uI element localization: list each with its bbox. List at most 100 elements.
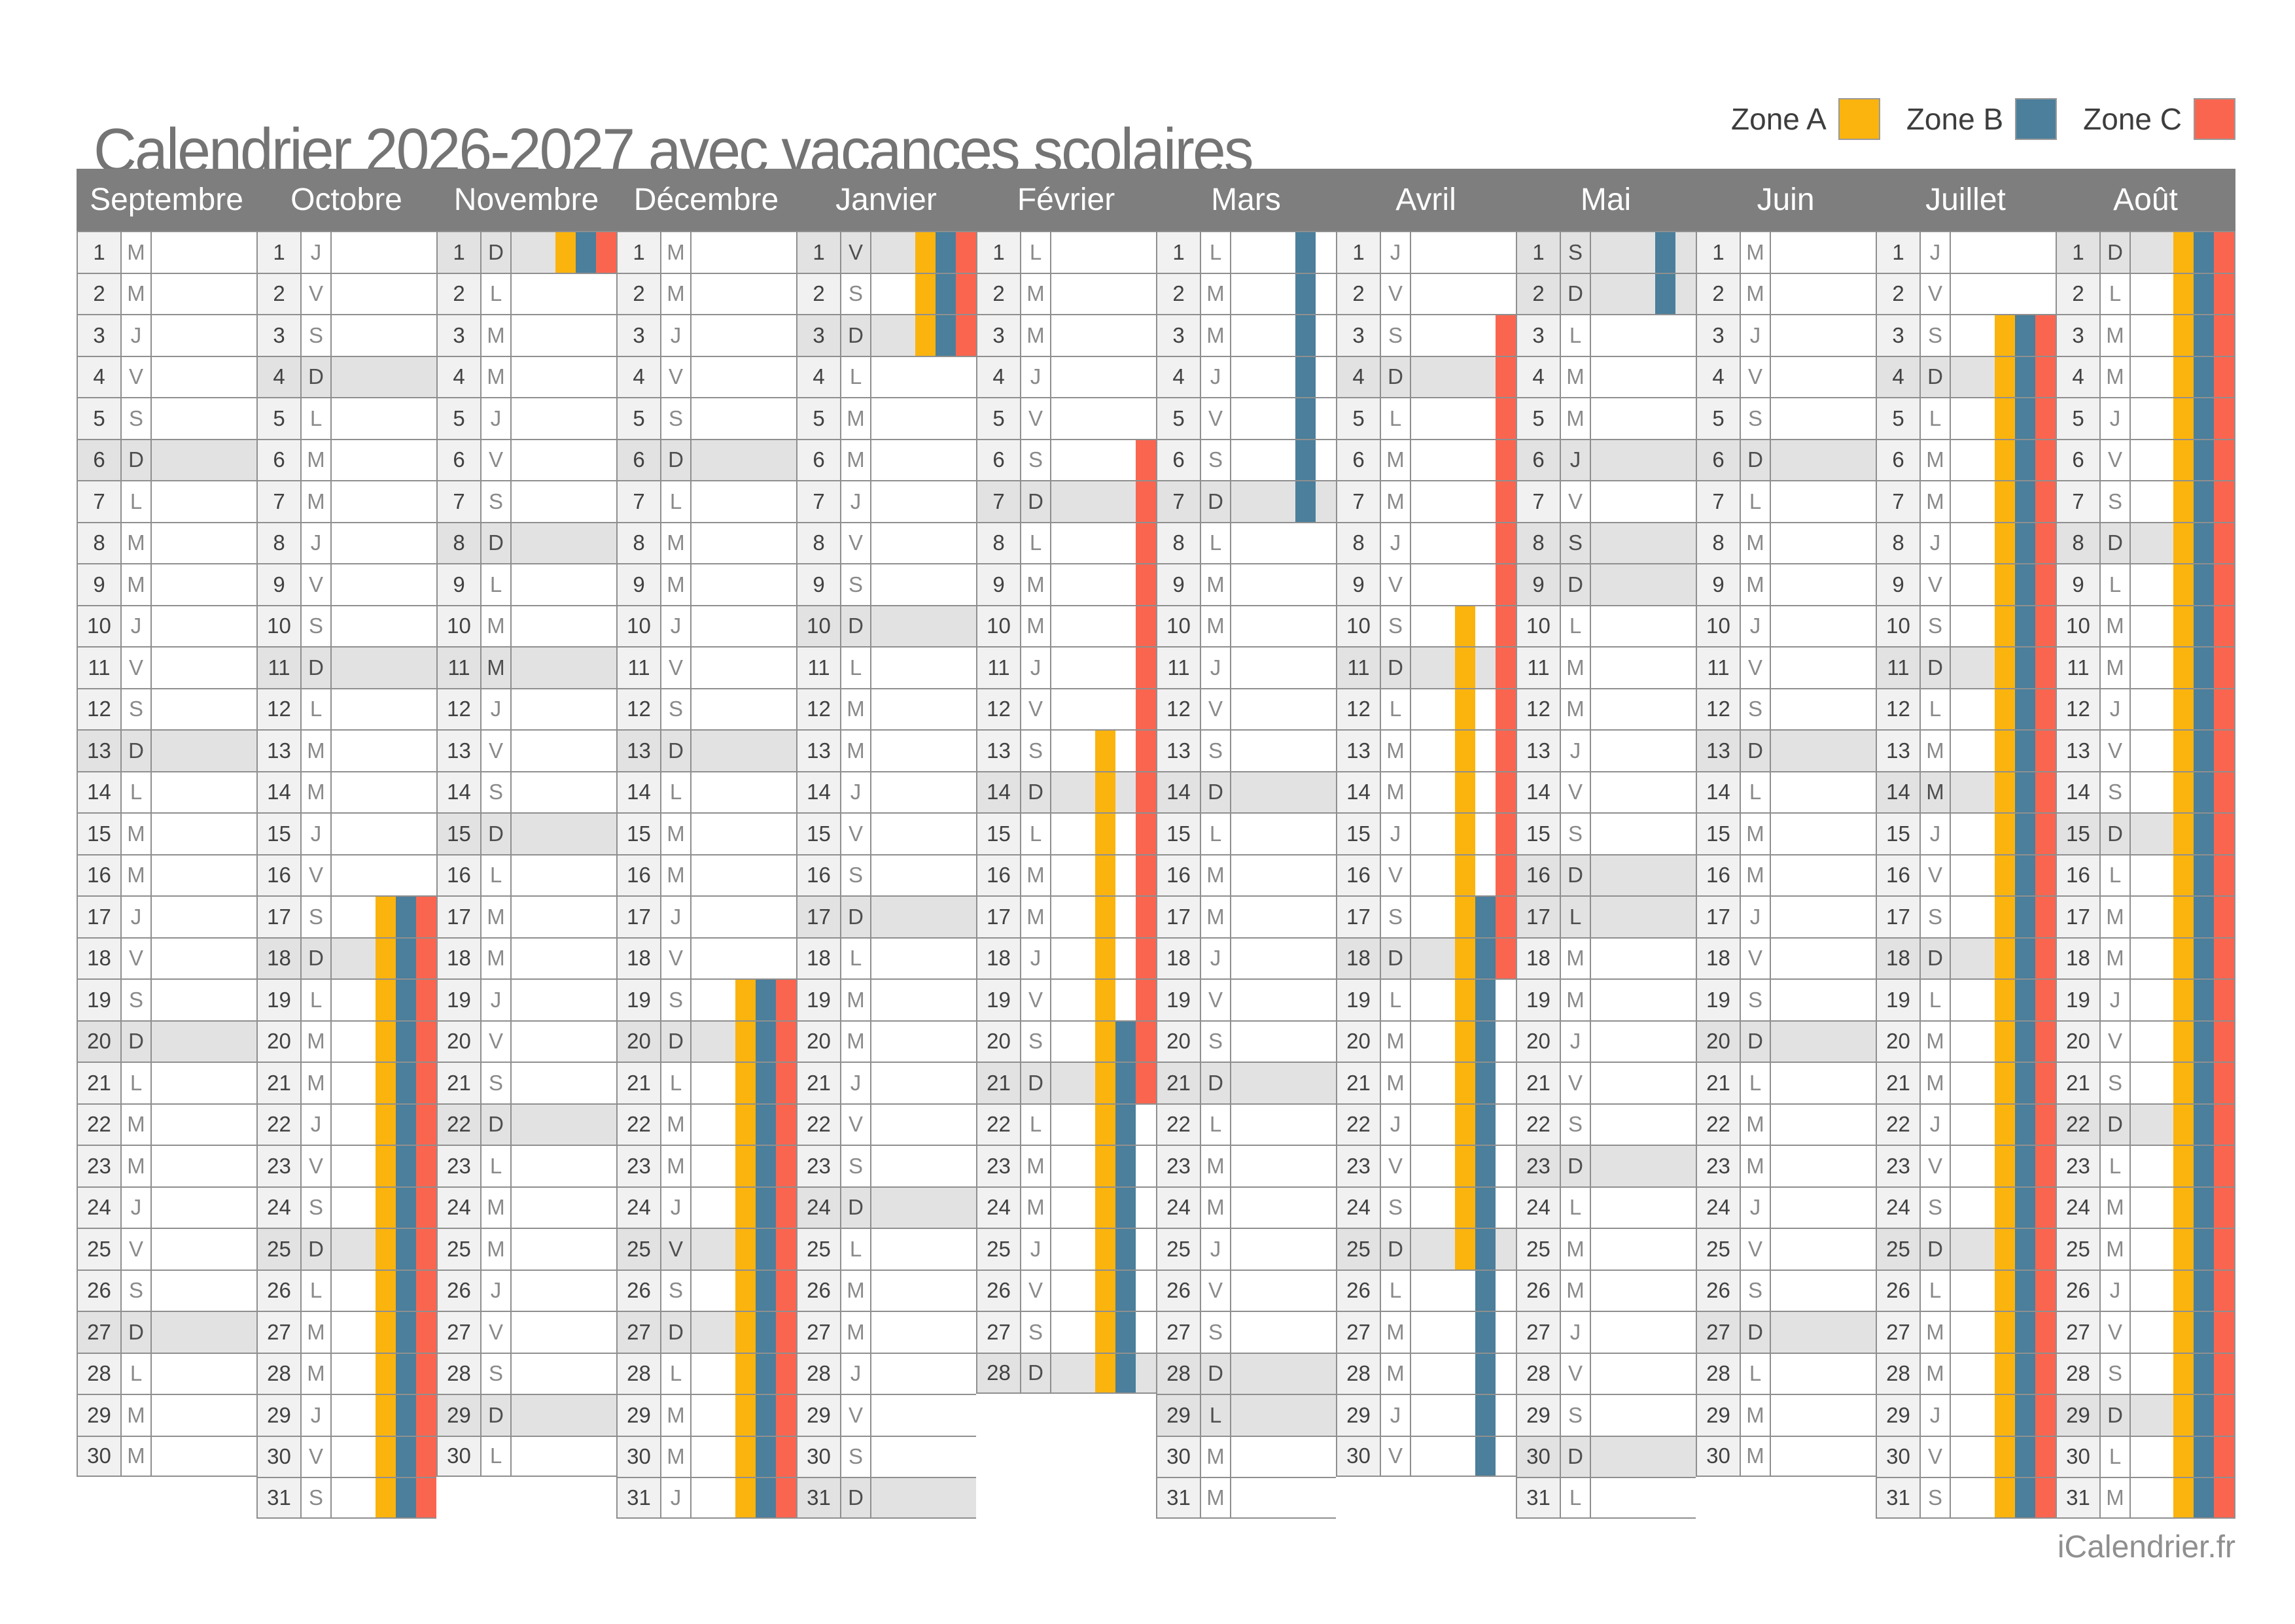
vacation-bar-area <box>1050 646 1156 688</box>
vacation-bar-zone-c <box>596 232 616 273</box>
day-number: 15 <box>616 812 660 854</box>
day-row: 21 D <box>1156 1062 1336 1103</box>
day-letter: M <box>1560 1269 1590 1311</box>
vacation-bar-area <box>1950 1145 2056 1186</box>
day-letter: M <box>1380 1352 1410 1394</box>
day-letter: J <box>2099 978 2129 1020</box>
day-number: 24 <box>796 1186 840 1228</box>
day-number: 5 <box>796 397 840 439</box>
day-number: 25 <box>1876 1228 1919 1270</box>
day-number: 13 <box>1696 729 1740 771</box>
vacation-bar-area <box>510 438 616 480</box>
vacation-bar-area <box>2129 397 2235 439</box>
vacation-bar-zone-a <box>2173 1312 2194 1353</box>
vacation-bar-zone-c <box>1136 523 1156 563</box>
day-number: 7 <box>976 480 1020 522</box>
vacation-bar-area <box>1050 314 1156 356</box>
day-row: 24 M <box>436 1186 616 1228</box>
vacation-bar-area <box>690 978 796 1020</box>
day-row: 14 D <box>976 770 1156 812</box>
vacation-bar-area <box>150 1062 256 1103</box>
vacation-bar-area <box>150 397 256 439</box>
day-row: 29 J <box>1876 1394 2056 1436</box>
vacation-bar-area <box>330 1435 436 1477</box>
vacation-bar-zone-a <box>1095 1270 1115 1311</box>
day-letter: S <box>660 687 690 729</box>
vacation-bar-area <box>1410 1394 1516 1436</box>
vacation-bar-zone-c <box>1496 648 1516 688</box>
vacation-bar-area <box>1050 231 1156 273</box>
day-row: 16 M <box>616 854 796 895</box>
day-row: 17 S <box>1336 895 1516 937</box>
vacation-bar-zone-a <box>1995 1229 2015 1270</box>
vacation-bar-area <box>510 646 616 688</box>
day-letter: S <box>1919 604 1950 646</box>
day-letter: V <box>120 646 150 688</box>
vacation-bar-area <box>690 1062 796 1103</box>
vacation-bar-zone-a <box>1455 814 1475 854</box>
day-letter: S <box>300 895 330 937</box>
day-row: 31 J <box>616 1477 796 1519</box>
day-letter: M <box>660 1103 690 1145</box>
day-letter: M <box>1740 272 1770 314</box>
day-letter: S <box>1919 895 1950 937</box>
day-number: 21 <box>616 1062 660 1103</box>
day-letter: S <box>1560 1103 1590 1145</box>
vacation-bar-area <box>1770 1311 1876 1353</box>
day-row: 14 L <box>1696 770 1876 812</box>
day-number: 25 <box>1696 1228 1740 1270</box>
day-letter: M <box>300 1311 330 1353</box>
day-number: 24 <box>77 1186 120 1228</box>
day-number: 17 <box>1876 895 1919 937</box>
day-row: 13 M <box>796 729 976 771</box>
vacation-bar-area <box>1950 895 2056 937</box>
day-row: 23 L <box>436 1145 616 1186</box>
vacation-bar-zone-b <box>2015 1312 2035 1353</box>
vacation-bar-zone-c <box>776 1146 796 1186</box>
day-row: 15 L <box>1156 812 1336 854</box>
day-number: 4 <box>2056 355 2099 397</box>
day-letter: M <box>300 1352 330 1394</box>
vacation-bar-area <box>1050 978 1156 1020</box>
day-row: 31 D <box>796 1477 976 1519</box>
vacation-bar-zone-a <box>2173 1104 2194 1145</box>
vacation-bar-zone-b <box>2015 731 2035 771</box>
day-number: 18 <box>436 937 480 978</box>
day-letter: L <box>2099 1435 2129 1477</box>
vacation-bar-zone-b <box>2015 523 2035 563</box>
day-number: 10 <box>2056 604 2099 646</box>
vacation-bar-zone-b <box>1115 1021 1136 1062</box>
vacation-bar-zone-b <box>1115 1229 1136 1270</box>
vacation-bar-zone-b <box>936 232 956 273</box>
vacation-bar-area <box>1050 729 1156 771</box>
day-letter: S <box>1560 1394 1590 1436</box>
day-number: 2 <box>1336 272 1380 314</box>
day-letter: M <box>1020 854 1050 895</box>
day-number: 2 <box>436 272 480 314</box>
vacation-bar-area <box>870 231 976 273</box>
vacation-bar-zone-c <box>2035 731 2056 771</box>
vacation-bar-zone-b <box>1115 1270 1136 1311</box>
day-number: 2 <box>256 272 300 314</box>
day-letter: M <box>1740 854 1770 895</box>
vacation-bar-zone-a <box>1995 1146 2015 1186</box>
vacation-bar-area <box>150 729 256 771</box>
day-letter: M <box>840 978 870 1020</box>
vacation-bar-area <box>1590 397 1696 439</box>
day-letter: M <box>1919 1062 1950 1103</box>
vacation-bar-zone-a <box>1095 1021 1115 1062</box>
day-letter: J <box>120 1186 150 1228</box>
day-row: 15 L <box>976 812 1156 854</box>
day-row: 17 M <box>2056 895 2235 937</box>
vacation-bar-zone-b <box>1655 232 1675 273</box>
day-letter: J <box>840 1352 870 1394</box>
day-row: 20 D <box>616 1020 796 1062</box>
day-row: 17 M <box>1156 895 1336 937</box>
day-row: 19 S <box>616 978 796 1020</box>
day-number: 28 <box>77 1352 120 1394</box>
